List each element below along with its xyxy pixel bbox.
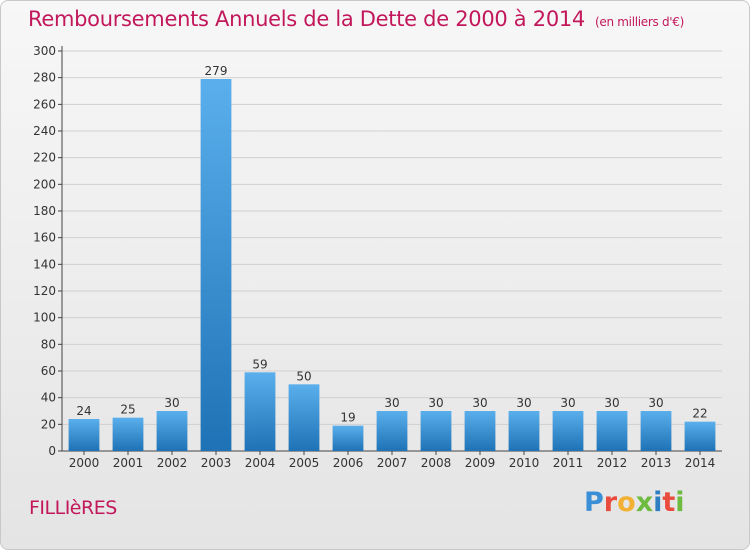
x-tick-label: 2014 (685, 456, 716, 470)
logo-letter: P (584, 487, 604, 518)
bar (420, 411, 452, 451)
logo-letter: o (617, 487, 636, 518)
x-tick-label: 2010 (509, 456, 540, 470)
data-label: 30 (604, 396, 619, 410)
data-label: 30 (648, 396, 663, 410)
y-tick-label: 300 (33, 44, 56, 58)
bar (244, 372, 276, 451)
chart-title: Remboursements Annuels de la Dette de 20… (28, 7, 684, 31)
y-tick-label: 80 (41, 337, 56, 351)
bar (596, 411, 628, 451)
bar (508, 411, 540, 451)
data-label: 30 (384, 396, 399, 410)
x-tick-label: 2004 (245, 456, 276, 470)
x-tick-label: 2011 (553, 456, 584, 470)
bar (684, 421, 716, 451)
bar (156, 411, 188, 451)
bar (376, 411, 408, 451)
logo-letter: i (675, 487, 685, 518)
x-tick-label: 2008 (421, 456, 452, 470)
y-tick-label: 200 (33, 177, 56, 191)
data-label: 24 (76, 404, 91, 418)
x-tick-label: 2007 (377, 456, 408, 470)
bar (640, 411, 672, 451)
y-tick-label: 160 (33, 231, 56, 245)
y-tick-label: 220 (33, 151, 56, 165)
data-label: 30 (164, 396, 179, 410)
data-label: 279 (205, 64, 228, 78)
grid-lines (62, 50, 722, 452)
unit-note: (en milliers d'€) (595, 15, 685, 29)
x-tick-label: 2009 (465, 456, 496, 470)
data-label: 22 (692, 407, 707, 421)
data-label: 50 (296, 369, 311, 383)
y-tick-label: 140 (33, 257, 56, 271)
proxiti-logo: Proxiti (584, 487, 685, 518)
bar (112, 417, 144, 451)
data-label: 25 (120, 403, 135, 417)
bar (68, 419, 100, 451)
y-tick-label: 260 (33, 97, 56, 111)
chart-title-text: Remboursements Annuels de la Dette de 20… (28, 7, 585, 31)
bar (464, 411, 496, 451)
data-label: 30 (516, 396, 531, 410)
logo-letter: i (653, 487, 663, 518)
bar (288, 384, 320, 451)
y-tick-label: 120 (33, 284, 56, 298)
x-tick-label: 2000 (69, 456, 100, 470)
x-tick-label: 2013 (641, 456, 672, 470)
y-tick-label: 240 (33, 124, 56, 138)
bars: 24 25 30 279 59 50 19 30 30 30 30 30 30 30 22 (68, 64, 716, 451)
data-label: 30 (472, 396, 487, 410)
x-tick-label: 2003 (201, 456, 232, 470)
x-tick-label: 2005 (289, 456, 320, 470)
data-label: 30 (560, 396, 575, 410)
data-label: 59 (252, 357, 267, 371)
bar (332, 425, 364, 451)
x-tick-label: 2001 (113, 456, 144, 470)
y-tick-label: 280 (33, 71, 56, 85)
x-tick-label: 2002 (157, 456, 188, 470)
y-tick-label: 0 (48, 444, 56, 458)
logo-letter: r (603, 487, 618, 518)
bar (552, 411, 584, 451)
bar (200, 79, 232, 451)
logo-letter: x (635, 487, 654, 518)
axes: 0 20 40 60 80 100 120 140 160 180 200 220 240 260 280 3… (33, 44, 722, 470)
y-tick-label: 100 (33, 311, 56, 325)
data-label: 19 (340, 411, 355, 425)
town-name: FILLIèRES (29, 497, 117, 519)
y-tick-label: 20 (41, 417, 56, 431)
data-label: 30 (428, 396, 443, 410)
y-tick-label: 60 (41, 364, 56, 378)
y-tick-label: 40 (41, 391, 56, 405)
logo-letter: t (662, 487, 676, 518)
x-tick-label: 2012 (597, 456, 628, 470)
x-tick-label: 2006 (333, 456, 364, 470)
y-tick-label: 180 (33, 204, 56, 218)
